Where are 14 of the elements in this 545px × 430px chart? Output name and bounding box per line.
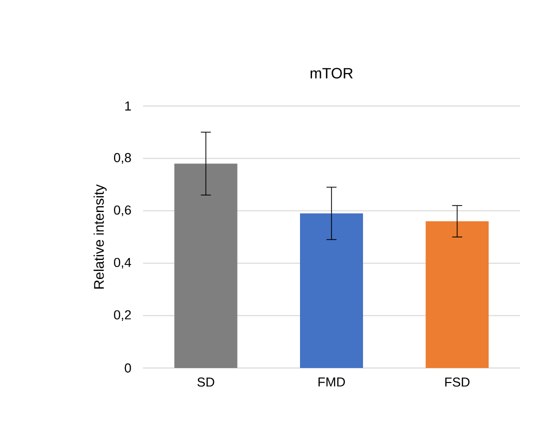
bar <box>300 213 364 368</box>
y-tick-label: 0 <box>124 363 131 373</box>
y-tick-label: 0,8 <box>114 153 131 164</box>
y-tick-label: 0,2 <box>114 310 131 321</box>
y-tick-label: 0,6 <box>114 205 131 216</box>
x-tick-label: FSD <box>445 378 470 387</box>
y-tick-label: 1 <box>125 102 131 110</box>
x-tick-label: SD <box>197 378 214 387</box>
y-tick-label: 0,4 <box>114 258 132 269</box>
x-tick-label: FMD <box>318 378 345 386</box>
bar <box>426 221 489 368</box>
y-axis-title: Relative intensity <box>94 184 107 289</box>
chart-title: mTOR <box>310 68 353 78</box>
bar <box>174 164 238 368</box>
